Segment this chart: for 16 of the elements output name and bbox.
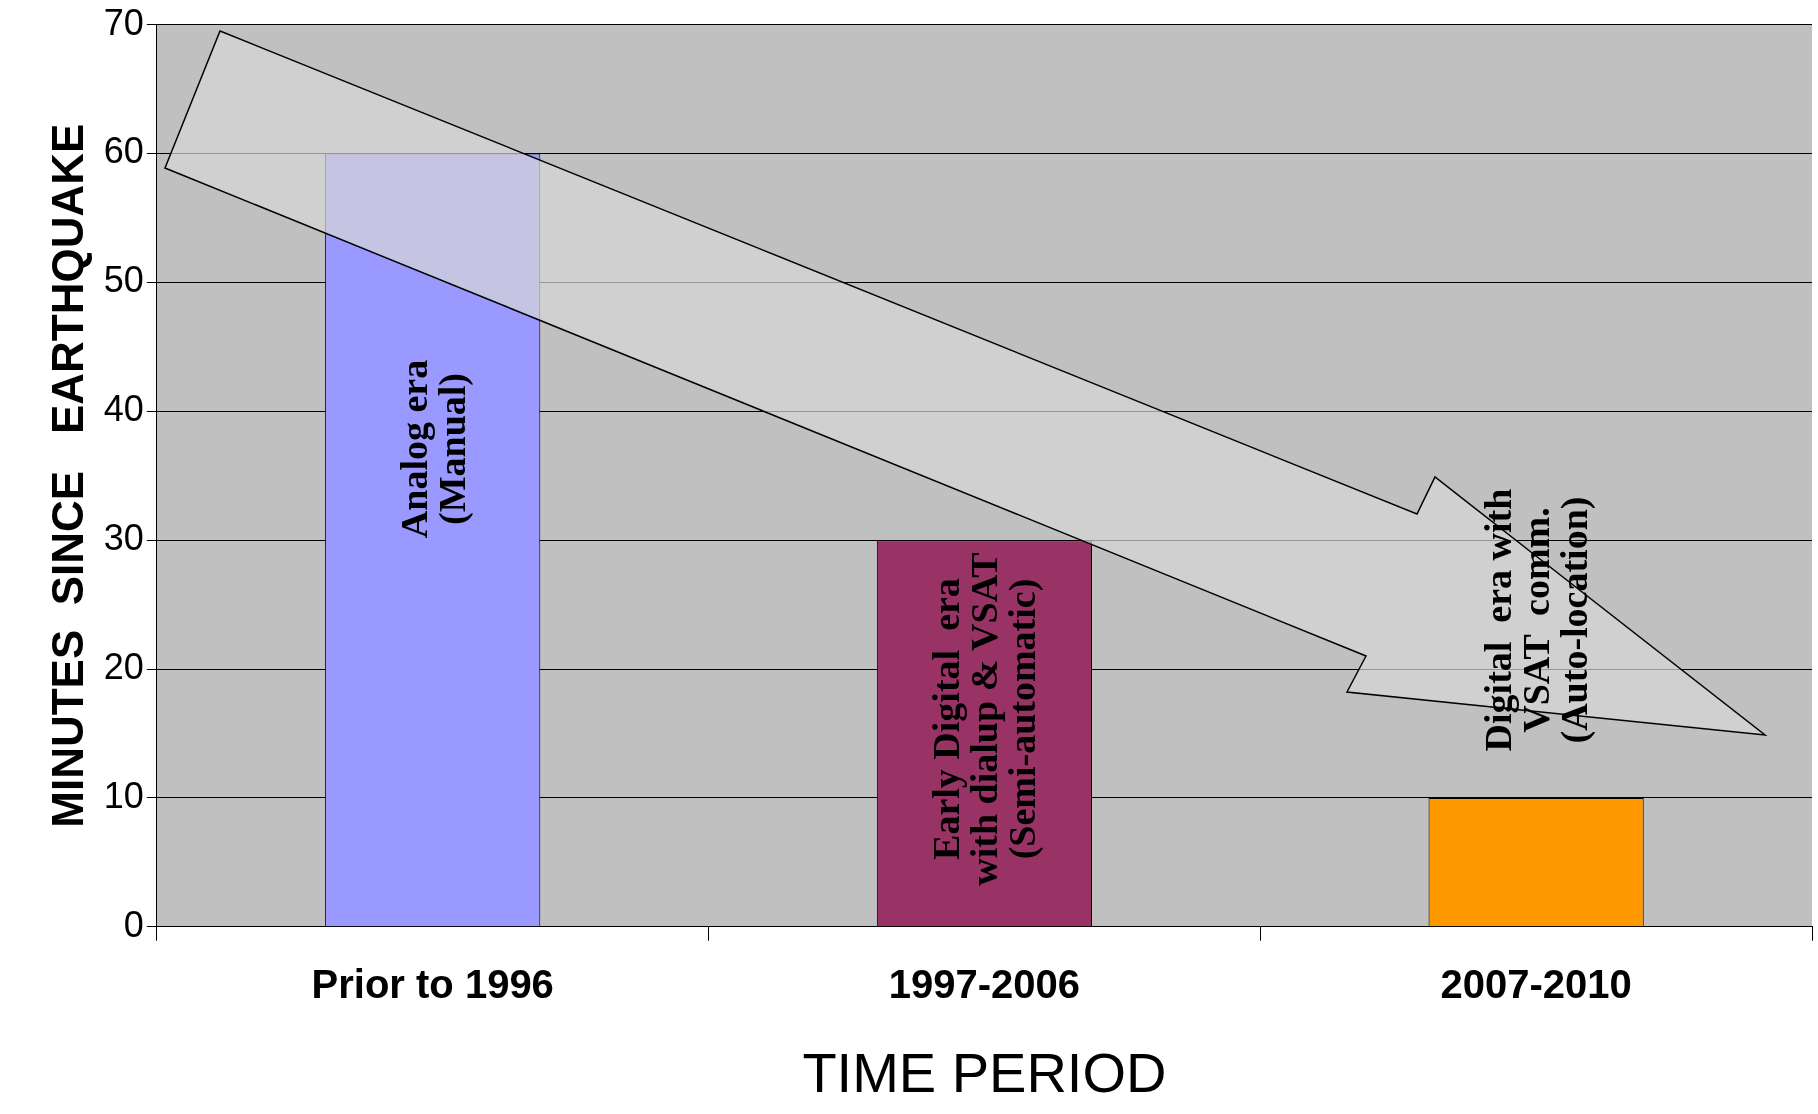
- annotation: Analog era (Manual): [392, 359, 473, 538]
- annotation: Digital era with VSAT comm. (Auto-location): [1477, 488, 1596, 752]
- x-tick-label: 1997-2006: [888, 961, 1081, 1006]
- y-tick-label: 60: [103, 130, 144, 172]
- y-tick-label: 40: [103, 388, 144, 430]
- x-axis-title: TIME PERIOD: [802, 1040, 1167, 1104]
- y-tick-label: 20: [103, 645, 144, 687]
- y-tick-label: 70: [103, 1, 144, 43]
- x-tick-label: 2007-2010: [1440, 961, 1632, 1006]
- y-tick-label: 10: [103, 774, 144, 816]
- y-axis-title: MINUTES SINCE EARTHQUAKE: [42, 123, 92, 828]
- x-tick-label: Prior to 1996: [311, 961, 554, 1006]
- y-tick-label: 0: [123, 903, 144, 945]
- y-tick-label: 30: [103, 517, 144, 559]
- y-tick-label: 50: [103, 259, 144, 301]
- annotation: Early Digital era with dialup & VSAT (Semi-automatic): [925, 552, 1044, 886]
